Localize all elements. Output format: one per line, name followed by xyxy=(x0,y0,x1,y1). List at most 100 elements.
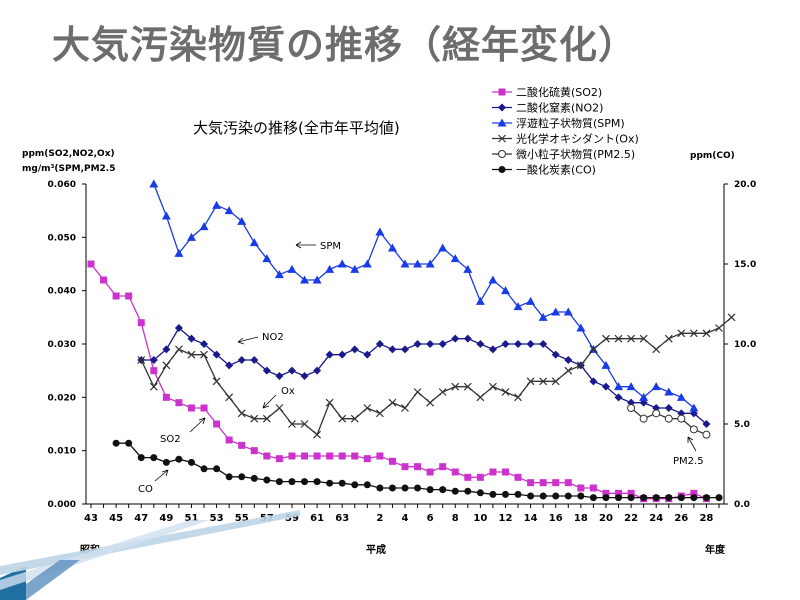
data-point xyxy=(363,455,371,463)
annotation-spm-label: SPM xyxy=(320,241,341,252)
legend-marker-3 xyxy=(498,134,506,143)
data-point xyxy=(363,481,371,489)
x-tick-label: 53 xyxy=(210,513,224,524)
data-point xyxy=(125,292,133,300)
data-point xyxy=(439,463,447,471)
data-point xyxy=(639,392,649,401)
data-point xyxy=(338,414,347,423)
era-heisei: 平成 xyxy=(366,543,386,556)
data-point xyxy=(564,479,572,487)
data-point xyxy=(476,489,484,497)
x-tick-label: 57 xyxy=(260,513,274,524)
legend-marker-4 xyxy=(498,150,506,158)
data-point xyxy=(488,275,498,284)
data-point xyxy=(602,334,610,343)
annotation-no2-label: NO2 xyxy=(262,332,284,343)
x-tick-label: 12 xyxy=(499,513,513,524)
data-point xyxy=(563,307,573,316)
data-point xyxy=(627,489,635,497)
data-point xyxy=(551,350,560,359)
data-point xyxy=(274,270,284,279)
data-point xyxy=(576,361,585,370)
data-point xyxy=(690,489,698,497)
data-point xyxy=(275,372,284,380)
series-5 xyxy=(112,439,723,502)
data-point xyxy=(174,324,183,332)
data-point xyxy=(149,382,158,391)
data-point xyxy=(639,414,648,423)
y-left-tick-label: 0.010 xyxy=(48,447,76,457)
data-point xyxy=(186,232,196,241)
data-point xyxy=(363,350,372,359)
data-point xyxy=(414,463,422,471)
x-tick-label: 26 xyxy=(674,513,688,524)
data-point xyxy=(577,484,585,492)
data-point xyxy=(199,222,209,231)
data-point xyxy=(237,216,247,225)
x-tick-label: 18 xyxy=(574,513,588,524)
data-point xyxy=(213,420,221,428)
data-point xyxy=(552,492,560,500)
data-point xyxy=(702,420,711,428)
data-point xyxy=(187,458,195,466)
data-point xyxy=(426,398,435,407)
legend-marker-1 xyxy=(498,103,506,112)
data-point xyxy=(501,340,510,348)
data-point xyxy=(175,455,183,463)
data-point xyxy=(162,458,170,466)
annotation-co-label: CO xyxy=(138,484,153,495)
data-point xyxy=(187,334,196,343)
data-point xyxy=(362,259,372,268)
data-point xyxy=(387,243,397,252)
data-point xyxy=(677,329,686,338)
data-point xyxy=(325,264,335,273)
data-point xyxy=(514,393,522,402)
annotation-no2: NO2 xyxy=(237,332,284,345)
series-1 xyxy=(137,324,711,428)
data-point xyxy=(287,366,296,375)
data-point xyxy=(476,393,485,402)
data-point xyxy=(338,479,346,487)
data-point xyxy=(413,259,423,268)
data-point xyxy=(351,481,359,489)
data-point xyxy=(375,227,385,236)
x-tick-label: 51 xyxy=(185,513,199,524)
data-point xyxy=(200,350,208,359)
data-point xyxy=(338,452,346,460)
x-tick-label: 2 xyxy=(376,513,383,524)
data-point xyxy=(602,489,610,497)
x-tick-label: 28 xyxy=(699,513,713,524)
data-point xyxy=(125,439,133,447)
data-point xyxy=(677,414,686,423)
data-point xyxy=(677,494,685,502)
data-point xyxy=(526,296,536,305)
data-point xyxy=(237,409,246,418)
data-point xyxy=(225,393,234,402)
data-point xyxy=(538,312,548,321)
data-point xyxy=(689,329,698,338)
data-point xyxy=(727,313,736,322)
data-point xyxy=(476,473,484,481)
data-point xyxy=(376,452,384,460)
data-point xyxy=(689,425,698,434)
data-point xyxy=(464,487,472,495)
data-point xyxy=(551,307,561,316)
data-point xyxy=(414,484,422,492)
data-point xyxy=(652,494,660,502)
data-point xyxy=(626,382,636,391)
x-tick-label: 4 xyxy=(402,513,409,524)
data-point xyxy=(589,377,598,386)
data-point xyxy=(288,478,296,486)
data-point xyxy=(263,452,271,460)
data-point xyxy=(426,340,435,348)
data-point xyxy=(439,486,447,494)
data-point xyxy=(187,404,195,412)
data-point xyxy=(262,366,271,375)
data-point xyxy=(425,259,435,268)
data-point xyxy=(300,420,309,428)
x-tick-label: 14 xyxy=(524,513,538,524)
series-layer xyxy=(87,179,736,503)
data-point xyxy=(539,340,548,348)
data-point xyxy=(627,404,636,412)
data-point xyxy=(174,248,184,257)
